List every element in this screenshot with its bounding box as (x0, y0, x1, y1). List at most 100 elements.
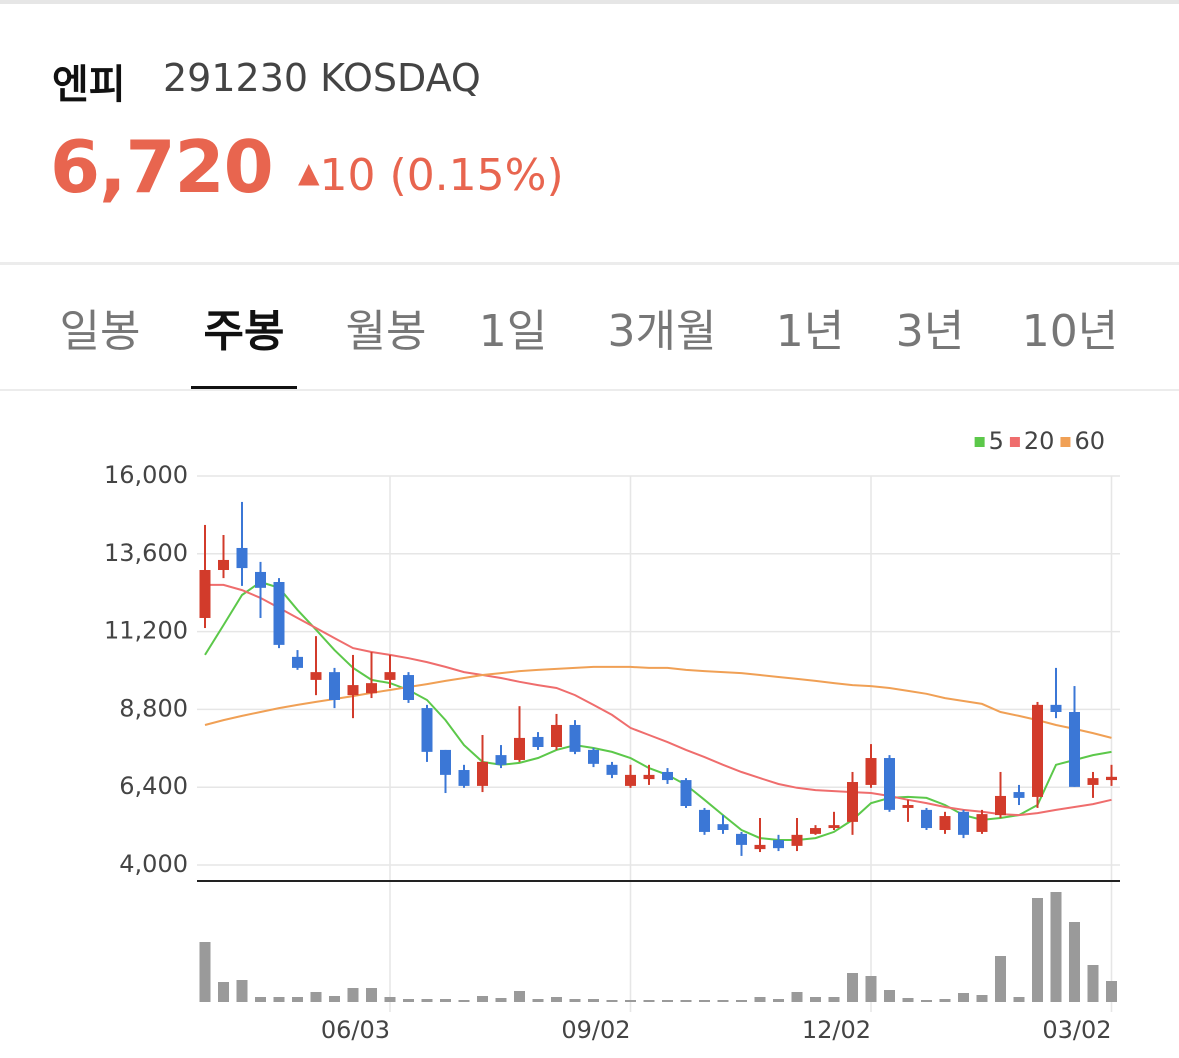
y-tick-label: 13,600 (104, 539, 188, 567)
volume-bar (939, 999, 951, 1002)
volume-bar (218, 982, 229, 1002)
candle-body (403, 675, 414, 700)
legend-label: 60 (1074, 427, 1105, 455)
candle-body (810, 828, 821, 834)
volume-bar (828, 997, 840, 1002)
price: 6,720 (50, 125, 274, 209)
candle-body (421, 708, 433, 752)
candle-body (329, 672, 340, 700)
candle-body (347, 685, 359, 696)
candle-body (939, 816, 951, 830)
volume-bar (699, 1000, 710, 1002)
y-tick-label: 8,800 (119, 694, 188, 722)
candle-body (884, 758, 895, 810)
x-tick-label: 06/03 (321, 1016, 390, 1044)
volume-bar (606, 1000, 618, 1002)
tab[interactable]: 주봉 (203, 306, 285, 357)
volume-bar (847, 973, 858, 1002)
candle-body (606, 764, 618, 775)
volume-bar (902, 998, 914, 1002)
volume-bar (717, 1000, 729, 1002)
volume-bar (403, 999, 414, 1002)
candle-body (273, 582, 285, 645)
up-arrow: ▲ (298, 156, 320, 189)
volume-bar (347, 988, 359, 1002)
tab[interactable]: 월봉 (345, 306, 427, 357)
candle-body (791, 834, 803, 846)
volume-bar (1087, 965, 1099, 1002)
volume-bar (884, 990, 895, 1002)
volume-bar (551, 997, 562, 1002)
volume-bar (273, 997, 285, 1002)
tab[interactable]: 일봉 (59, 306, 141, 357)
candle-body (458, 770, 470, 786)
stock-code: 291230 KOSDAQ (163, 56, 481, 100)
candle-body (384, 672, 396, 680)
candle-body (1069, 711, 1080, 787)
candle-body (588, 749, 599, 764)
candle-body (366, 683, 377, 694)
candle-body (199, 570, 211, 618)
candle-body (495, 755, 507, 765)
candle-body (532, 736, 544, 748)
ma-line (204, 665, 1112, 739)
y-tick-label: 11,200 (104, 617, 188, 645)
tab[interactable]: 1년 (775, 306, 845, 357)
legend-label: 5 (989, 427, 1004, 455)
x-tick-label: 03/02 (1042, 1016, 1111, 1044)
candle-body (1013, 792, 1025, 798)
candle-body (440, 749, 451, 775)
candle-body (477, 761, 488, 786)
volume-bar (532, 999, 544, 1002)
legend-swatch (974, 437, 985, 447)
candle-body (1106, 776, 1117, 781)
volume-bar (514, 991, 525, 1002)
stock-name: 엔피 (52, 62, 126, 108)
volume-bar (1069, 922, 1080, 1002)
volume-bar (366, 988, 377, 1002)
legend-label: 20 (1024, 427, 1055, 455)
candle-body (643, 774, 655, 780)
tab[interactable]: 3개월 (607, 306, 717, 357)
volume-bar (588, 999, 599, 1002)
candle-body (828, 825, 840, 829)
y-tick-label: 4,000 (119, 850, 188, 878)
volume-bar (773, 999, 784, 1002)
candle-body (976, 814, 988, 832)
candle-body (902, 805, 914, 808)
candle-body (662, 771, 673, 781)
volume-bar (199, 942, 211, 1002)
candle-body (847, 782, 858, 822)
candle-body (958, 811, 969, 835)
volume-bar (662, 1000, 673, 1002)
volume-bar (458, 1000, 470, 1002)
volume-bar (680, 1000, 692, 1002)
candle-body (1032, 704, 1043, 797)
separator (0, 389, 1179, 391)
candle-body (865, 758, 877, 785)
tab[interactable]: 3년 (895, 306, 965, 357)
volume-bar (865, 976, 877, 1002)
tab[interactable]: 1일 (478, 306, 548, 357)
volume-bar (1050, 892, 1062, 1002)
volume-bar (236, 980, 248, 1002)
tab[interactable]: 10년 (1021, 306, 1119, 357)
volume-bar (1013, 997, 1025, 1002)
candle-body (310, 672, 322, 680)
candle-body (551, 724, 562, 748)
volume-bar (440, 999, 451, 1002)
volume-bar (1106, 981, 1117, 1002)
volume-bar (1032, 898, 1043, 1002)
volume-bar (976, 995, 988, 1002)
candle-body (255, 571, 266, 588)
legend-swatch (1009, 437, 1020, 447)
price-change: ▲10 (0.15%) (298, 150, 564, 201)
candle-body (514, 737, 525, 760)
legend-swatch (1060, 437, 1071, 447)
candle-body (236, 547, 248, 569)
volume-bar (292, 997, 303, 1002)
candle-body (736, 833, 747, 845)
candle-body (680, 780, 692, 807)
